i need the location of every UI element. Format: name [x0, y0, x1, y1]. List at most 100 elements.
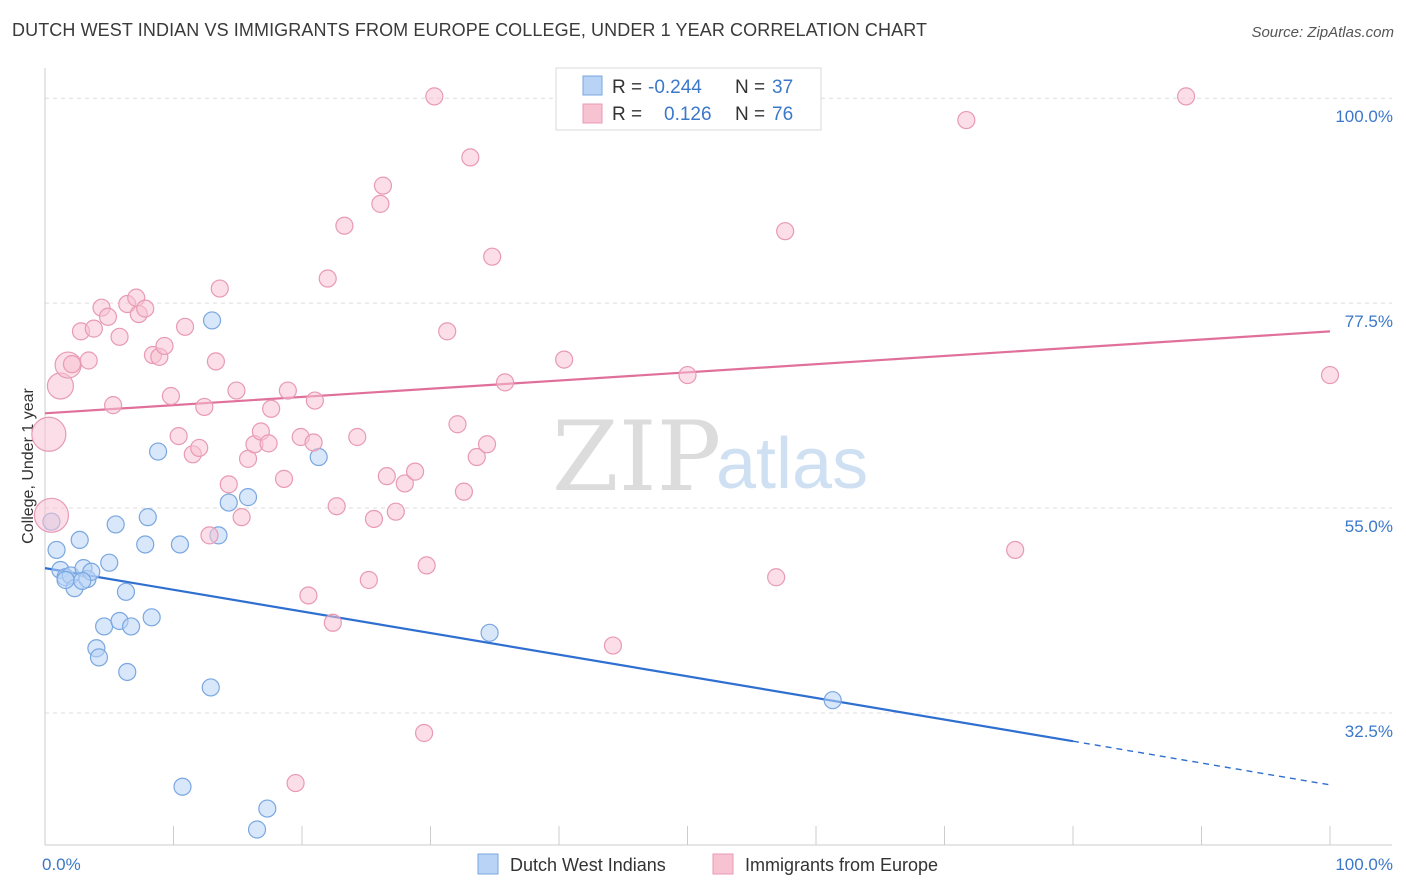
- pink-point: [304, 433, 323, 452]
- blue-point: [73, 571, 92, 590]
- pink-point: [155, 336, 174, 356]
- blue-point: [47, 540, 66, 560]
- blue-point: [136, 535, 155, 554]
- pink-point: [957, 110, 976, 130]
- pink-point: [454, 482, 474, 501]
- pink-point: [104, 396, 123, 415]
- pink-point: [219, 475, 238, 494]
- pink-point: [495, 373, 515, 392]
- watermark: ZIP atlas: [552, 401, 868, 513]
- pink-point: [299, 586, 318, 605]
- legend-n-label-2: N =: [735, 104, 765, 125]
- y-tick-label-layer: 100.0% 77.5% 55.0% 32.5%: [1335, 107, 1393, 741]
- legend-n-value-1: 37: [772, 77, 793, 98]
- pink-point: [335, 216, 354, 235]
- pink-point: [33, 497, 70, 533]
- pink-point: [448, 415, 467, 434]
- blue-point: [100, 553, 119, 572]
- blue-point: [142, 608, 161, 627]
- pink-point: [371, 194, 390, 213]
- pink-point: [327, 497, 346, 516]
- legend-bottom-label-blue: Dutch West Indians: [510, 855, 666, 875]
- y-tick-label: 32.5%: [1345, 722, 1393, 741]
- pink-point: [461, 148, 480, 167]
- legend-bottom-label-pink: Immigrants from Europe: [745, 855, 938, 875]
- blue-point: [118, 662, 137, 682]
- pink-point: [678, 365, 697, 385]
- pink-point: [377, 467, 396, 486]
- blue-point: [201, 678, 220, 697]
- pink-point: [206, 352, 226, 371]
- y-tick-label: 100.0%: [1335, 107, 1393, 126]
- trend-line-blue-dashed: [1072, 740, 1331, 786]
- pink-point: [286, 773, 305, 793]
- blue-point: [95, 617, 114, 636]
- pink-point: [305, 391, 324, 410]
- legend-top: R = -0.244 N = 37 R = 0.126 N = 76: [555, 67, 822, 131]
- pink-point: [1006, 540, 1025, 560]
- pink-point: [318, 269, 337, 288]
- blue-point: [202, 311, 222, 330]
- pink-point: [62, 355, 82, 374]
- x-tick-layer: 0.0% 100.0%: [42, 826, 1393, 874]
- pink-point: [79, 351, 98, 370]
- blue-point: [219, 493, 238, 512]
- pink-point: [31, 416, 67, 452]
- watermark-atlas: atlas: [716, 424, 868, 504]
- legend-r-value-2: 0.126: [664, 104, 712, 125]
- pink-point: [767, 568, 786, 587]
- pink-point: [136, 299, 155, 318]
- legend-swatch-blue: [582, 75, 603, 96]
- pink-point: [776, 222, 795, 241]
- blue-point: [170, 535, 190, 554]
- y-tick-label: 77.5%: [1345, 312, 1393, 331]
- pink-point: [190, 438, 209, 458]
- legend-r-value-1: -0.244: [648, 77, 702, 98]
- legend-r-label-2: R =: [612, 104, 642, 125]
- pink-point: [414, 723, 434, 743]
- blue-point: [70, 530, 89, 550]
- blue-point: [121, 617, 141, 636]
- pink-point: [262, 399, 281, 418]
- pink-point: [259, 434, 278, 453]
- blue-point: [56, 570, 75, 590]
- pink-point: [467, 447, 486, 467]
- pink-point: [364, 509, 384, 529]
- pink-point: [274, 469, 294, 488]
- legend-bottom-swatch-pink: [712, 853, 734, 875]
- legend-bottom-swatch-blue: [477, 853, 499, 875]
- pink-point: [1176, 87, 1196, 106]
- chart-title: DUTCH WEST INDIAN VS IMMIGRANTS FROM EUR…: [12, 20, 928, 40]
- pink-point: [200, 526, 219, 545]
- points-layer: [31, 87, 1340, 839]
- blue-point: [480, 623, 499, 642]
- pink-point: [395, 474, 414, 493]
- pink-point: [405, 462, 425, 481]
- pink-point: [417, 556, 436, 575]
- legend-r-label-1: R =: [612, 77, 642, 98]
- blue-point: [116, 582, 136, 601]
- pink-point: [348, 427, 367, 447]
- pink-point: [98, 307, 118, 326]
- watermark-zip: ZIP: [552, 401, 721, 513]
- pink-point: [425, 87, 444, 106]
- blue-point: [148, 442, 168, 461]
- pink-point: [603, 636, 623, 655]
- blue-point: [106, 515, 125, 534]
- legend-n-label-1: N =: [735, 77, 765, 98]
- blue-point: [247, 820, 267, 839]
- pink-point: [169, 426, 188, 446]
- x-tick-label-min: 0.0%: [42, 855, 81, 874]
- pink-point: [227, 381, 246, 400]
- blue-point: [89, 648, 109, 667]
- legend-bottom: Dutch West Indians Immigrants from Europ…: [477, 853, 938, 875]
- pink-point: [555, 350, 574, 369]
- blue-point: [238, 488, 258, 507]
- pink-point: [477, 435, 497, 454]
- chart-source: Source: ZipAtlas.com: [1251, 24, 1394, 41]
- pink-point: [195, 397, 214, 417]
- pink-point: [232, 508, 251, 527]
- pink-point: [323, 613, 342, 632]
- pink-point: [278, 381, 297, 400]
